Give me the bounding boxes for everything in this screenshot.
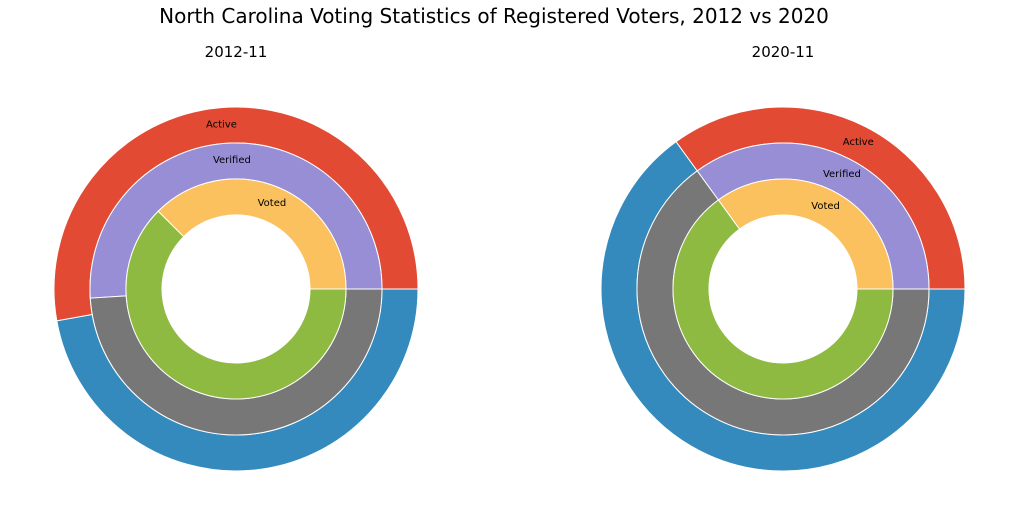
wedge-2012-voted-1: [125, 210, 347, 400]
chart-2020: 2020-11 Active Verified Voted: [600, 43, 966, 472]
wedge-2012-voted-0: [157, 178, 347, 290]
chart-title: North Carolina Voting Statistics of Regi…: [159, 4, 829, 28]
wedge-2020-voted-1: [672, 199, 894, 400]
subplot-title-2020: 2020-11: [752, 43, 815, 61]
subplot-title-2012: 2012-11: [205, 43, 268, 61]
chart-2012: 2012-11 Active Verified Voted: [53, 43, 419, 472]
ring-label-2020-voted: Voted: [811, 201, 840, 212]
ring-label-2012-active: Active: [206, 119, 237, 130]
donut-2020: Active Verified Voted: [600, 106, 966, 472]
ring-label-2020-active: Active: [843, 137, 874, 148]
ring-label-2012-verified: Verified: [213, 155, 251, 166]
wedge-2020-voted-0: [717, 178, 894, 290]
ring-label-2012-voted: Voted: [258, 198, 287, 209]
ring-label-2020-verified: Verified: [823, 169, 861, 180]
donut-2012: Active Verified Voted: [53, 106, 419, 472]
